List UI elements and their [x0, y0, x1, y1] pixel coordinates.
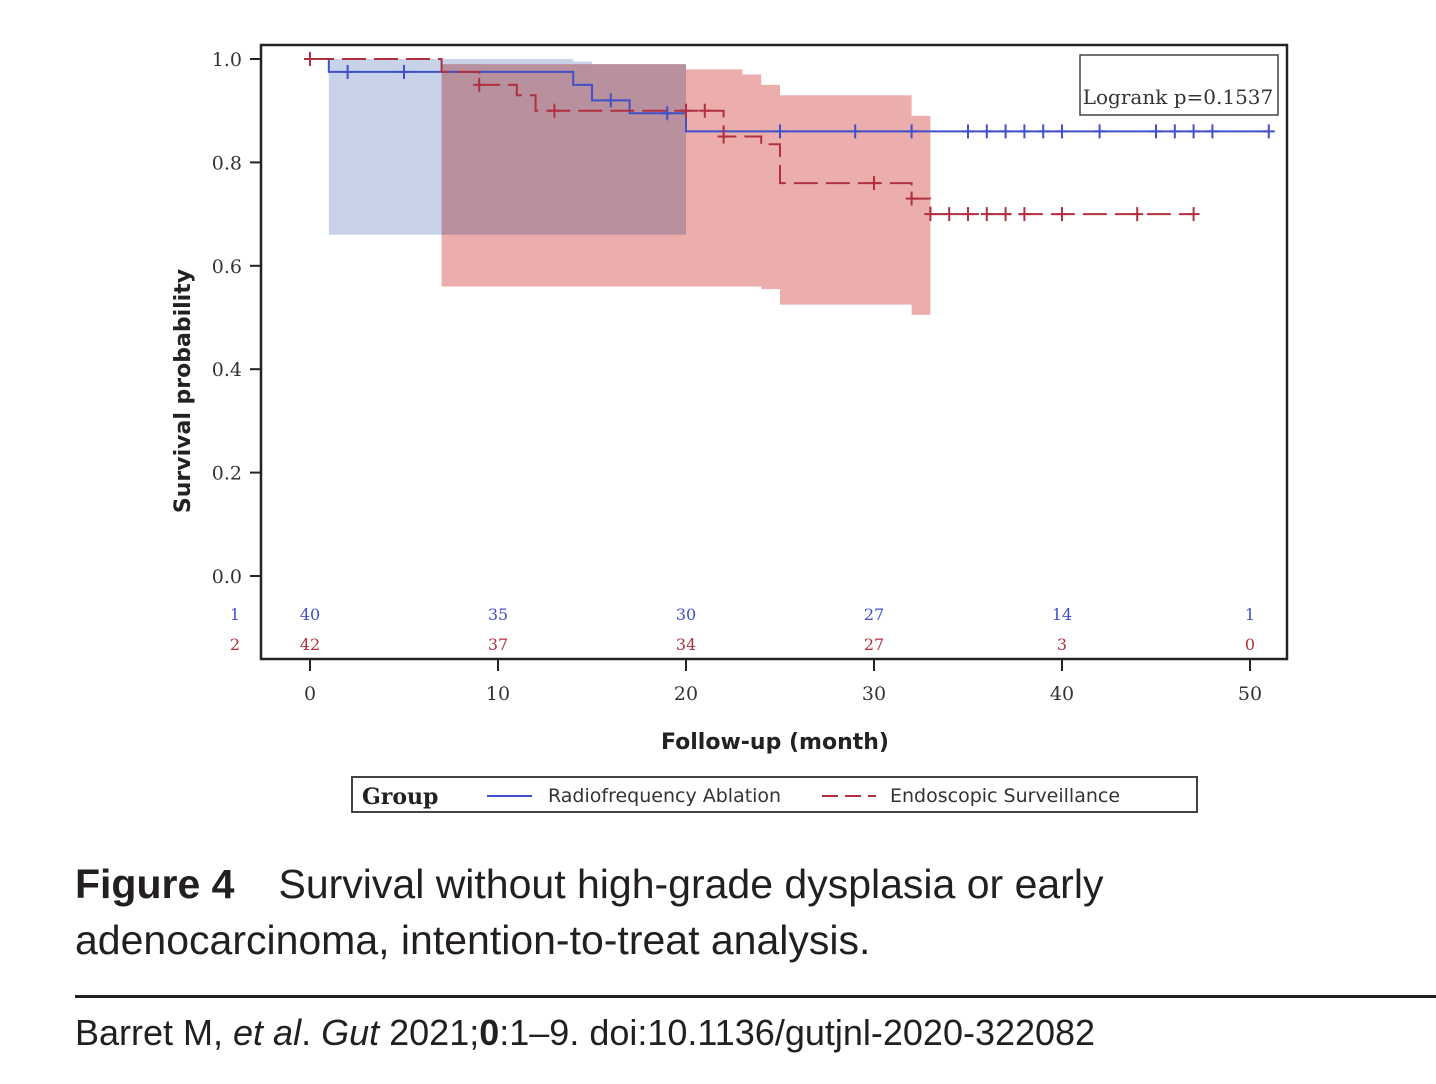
at-risk-count: 1 [1245, 605, 1255, 624]
at-risk-count: 42 [300, 635, 320, 654]
at-risk-row-label: 2 [230, 635, 240, 654]
y-tick-label: 0.0 [212, 566, 242, 588]
pvalue-frame [1079, 54, 1279, 116]
x-tick-label: 30 [862, 683, 886, 705]
citation-authors: Barret M, [75, 1012, 234, 1053]
pvalue-box: Logrank p=0.1537 [1079, 54, 1279, 116]
divider-rule [75, 995, 1436, 998]
x-tick-label: 40 [1050, 683, 1074, 705]
ci-band-series-1 [328, 59, 686, 235]
y-axis-title: Survival probability [171, 269, 196, 513]
y-tick-label: 0.2 [212, 463, 242, 485]
citation-rest: :1–9. doi:10.1136/gutjnl-2020-322082 [499, 1012, 1096, 1053]
pvalue-annotation: Logrank p=0.1537 [1083, 85, 1274, 109]
at-risk-row-label: 1 [230, 605, 240, 624]
confidence-bands [328, 59, 931, 315]
y-tick-label: 0.8 [212, 152, 242, 174]
x-tick-label: 20 [674, 683, 698, 705]
y-tick-label: 1.0 [212, 49, 242, 71]
figure-caption: Figure 4 Survival without high-grade dysp… [75, 856, 1375, 968]
legend-label-es: Endoscopic Surveillance [890, 785, 1120, 807]
legend-title: Group [362, 784, 438, 810]
x-axis: 0 10 20 30 40 50 [304, 659, 1262, 705]
at-risk-count: 27 [864, 635, 884, 654]
censor-marks [304, 52, 1275, 222]
citation-etal: et al [233, 1012, 302, 1053]
x-tick-label: 10 [486, 683, 510, 705]
x-tick-label: 0 [304, 683, 316, 705]
citation: Barret M, et al. Gut 2021;0:1–9. doi:10.… [75, 1012, 1095, 1054]
at-risk-count: 14 [1052, 605, 1072, 624]
at-risk-table: 1 40 35 30 27 14 12 42 37 34 27 3 0 [230, 605, 1255, 654]
citation-sep: . [301, 1012, 322, 1053]
at-risk-count: 0 [1245, 635, 1255, 654]
at-risk-count: 27 [864, 605, 884, 624]
citation-volume: 0 [479, 1012, 500, 1053]
figure-label: Figure 4 [75, 861, 235, 907]
citation-journal: Gut [321, 1012, 380, 1053]
figure-caption-text: Survival without high-grade dysplasia or… [75, 861, 1104, 963]
plot-frame [259, 43, 1289, 661]
y-tick-label: 0.4 [212, 359, 242, 381]
at-risk-count: 35 [488, 605, 508, 624]
at-risk-count: 3 [1057, 635, 1067, 654]
at-risk-count: 34 [676, 635, 696, 654]
at-risk-count: 30 [676, 605, 696, 624]
legend-label-rfa: Radiofrequency Ablation [548, 785, 781, 807]
y-axis: 0.0 0.2 0.4 0.6 0.8 1.0 [212, 49, 261, 588]
legend-frame [351, 776, 1198, 813]
x-axis-title: Follow-up (month) [661, 730, 889, 755]
at-risk-count: 37 [488, 635, 508, 654]
kaplan-meier-chart: 0.00.20.40.60.81.0 0 10 20 30 40 50 1 40 35 30 27… [171, 43, 1289, 813]
x-tick-label: 50 [1238, 683, 1262, 705]
citation-year: 2021; [379, 1012, 480, 1053]
y-tick-label: 0.6 [212, 256, 242, 278]
at-risk-count: 40 [300, 605, 320, 624]
legend: Group Radiofrequency Ablation Endoscopic… [351, 776, 1198, 813]
